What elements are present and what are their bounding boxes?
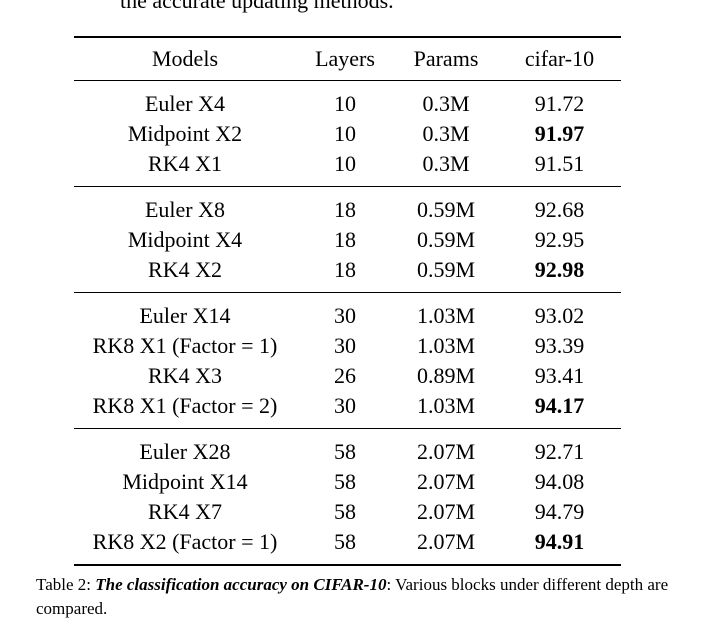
params-cell: 1.03M	[394, 292, 498, 331]
layers-cell: 58	[334, 499, 356, 524]
params-cell: 2.07M	[416, 499, 476, 524]
model-cell: Midpoint X14	[122, 469, 248, 494]
table-group: Euler X4 10 0.3M 91.72 Midpoint X2 10 0.…	[74, 81, 621, 187]
table-row: RK4 X3 26 0.89M 93.41	[74, 361, 621, 391]
params-cell: 2.07M	[394, 428, 498, 467]
table-group: Euler X28 58 2.07M 92.71 Midpoint X14 58…	[74, 428, 621, 566]
model-cell: Midpoint X4	[127, 227, 243, 252]
table-row: RK4 X7 58 2.07M 94.79	[74, 497, 621, 527]
accuracy-cell: 93.39	[534, 333, 585, 358]
model-cell: RK8 X1 (Factor = 1)	[92, 333, 278, 358]
table-caption: Table 2: The classification accuracy on …	[36, 573, 676, 621]
accuracy-cell: 92.95	[534, 227, 585, 252]
params-cell: 0.3M	[422, 151, 470, 176]
params-cell: 0.3M	[422, 91, 470, 116]
layers-cell: 58	[334, 469, 356, 494]
table-group: Euler X8 18 0.59M 92.68 Midpoint X4 18 0…	[74, 186, 621, 293]
model-cell: Euler X28	[74, 428, 296, 467]
layers-cell: 18	[334, 227, 356, 252]
best-accuracy-cell: 92.98	[534, 257, 585, 282]
table-row: Euler X14 30 1.03M 93.02	[74, 292, 621, 331]
header-row: Models Layers Params cifar-10	[74, 37, 621, 81]
params-cell: 1.03M	[416, 393, 476, 418]
accuracy-cell: 93.02	[498, 292, 621, 331]
params-cell: 0.89M	[416, 363, 476, 388]
params-cell: 0.3M	[422, 121, 470, 146]
params-cell: 0.59M	[394, 186, 498, 225]
caption-label: Table 2:	[36, 575, 96, 594]
caption-lead: The classification accuracy on CIFAR-10	[95, 575, 387, 594]
layers-cell: 18	[296, 186, 394, 225]
accuracy-cell: 94.08	[534, 469, 585, 494]
model-cell: RK8 X1 (Factor = 2)	[92, 393, 278, 418]
caption-text: : Various blocks under different depth a…	[36, 575, 669, 618]
best-accuracy-cell: 94.17	[534, 393, 585, 418]
table-row: Euler X4 10 0.3M 91.72	[74, 81, 621, 120]
accuracy-cell: 92.71	[498, 428, 621, 467]
params-cell: 0.59M	[416, 257, 476, 282]
params-cell: 1.03M	[416, 333, 476, 358]
best-accuracy-cell: 91.97	[534, 121, 585, 146]
model-cell: RK8 X2 (Factor = 1)	[92, 529, 278, 554]
layers-cell: 10	[334, 91, 356, 116]
table-row: Midpoint X4 18 0.59M 92.95	[74, 225, 621, 255]
table-row: Euler X8 18 0.59M 92.68	[74, 186, 621, 225]
table-row: RK4 X2 18 0.59M 92.98	[74, 255, 621, 293]
table-row: Midpoint X14 58 2.07M 94.08	[74, 467, 621, 497]
table-row: RK4 X1 10 0.3M 91.51	[74, 149, 621, 187]
model-cell: RK4 X1	[148, 151, 222, 176]
layers-cell: 18	[334, 257, 356, 282]
layers-cell: 10	[334, 151, 356, 176]
header-params: Params	[394, 37, 498, 81]
previous-paragraph-fragment: the accurate updating methods.	[120, 0, 394, 13]
params-cell: 2.07M	[416, 529, 476, 554]
layers-cell: 26	[334, 363, 356, 388]
table-row: RK8 X1 (Factor = 2) 30 1.03M 94.17	[74, 391, 621, 429]
layers-cell: 30	[296, 292, 394, 331]
header-layers: Layers	[296, 37, 394, 81]
header-models: Models	[74, 37, 296, 81]
accuracy-cell: 91.72	[534, 91, 585, 116]
accuracy-cell: 92.68	[498, 186, 621, 225]
table-row: RK8 X2 (Factor = 1) 58 2.07M 94.91	[74, 527, 621, 565]
table-row: Euler X28 58 2.07M 92.71	[74, 428, 621, 467]
layers-cell: 58	[296, 428, 394, 467]
accuracy-cell: 94.79	[534, 499, 585, 524]
model-cell: Euler X8	[74, 186, 296, 225]
layers-cell: 10	[334, 121, 356, 146]
model-cell: RK4 X2	[148, 257, 222, 282]
model-cell: Euler X14	[74, 292, 296, 331]
table-group: Euler X14 30 1.03M 93.02 RK8 X1 (Factor …	[74, 292, 621, 429]
layers-cell: 30	[334, 333, 356, 358]
table-row: RK8 X1 (Factor = 1) 30 1.03M 93.39	[74, 331, 621, 361]
layers-cell: 30	[334, 393, 356, 418]
table-row: Midpoint X2 10 0.3M 91.97	[74, 119, 621, 149]
model-cell: Euler X4	[144, 91, 226, 116]
layers-cell: 58	[334, 529, 356, 554]
header-cifar10: cifar-10	[498, 37, 621, 81]
model-cell: Midpoint X2	[127, 121, 243, 146]
accuracy-cell: 93.41	[534, 363, 585, 388]
model-cell: RK4 X7	[148, 499, 222, 524]
best-accuracy-cell: 94.91	[534, 529, 585, 554]
accuracy-cell: 91.51	[534, 151, 585, 176]
results-table: Models Layers Params cifar-10 Euler X4 1…	[74, 36, 621, 566]
params-cell: 2.07M	[416, 469, 476, 494]
model-cell: RK4 X3	[148, 363, 222, 388]
params-cell: 0.59M	[416, 227, 476, 252]
